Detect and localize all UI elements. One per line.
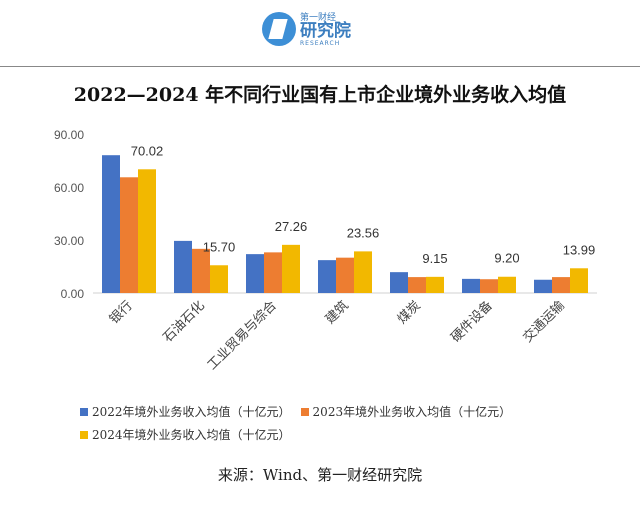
bar (174, 240, 192, 293)
x-tick-label: 石油石化 (160, 298, 207, 345)
legend-label: 2022年境外业务收入均值（十亿元） (92, 405, 291, 419)
data-label: 70.02 (131, 143, 164, 158)
bar (102, 155, 120, 293)
chart-title: 2022—2024 年不同行业国有上市企业境外业务收入均值 (73, 84, 567, 106)
data-label: 9.20 (494, 251, 519, 266)
x-tick-label: 建筑 (322, 298, 352, 328)
bar (192, 248, 210, 293)
bar (570, 268, 588, 293)
logo: 第一财经 研究院 RESEARCH (262, 10, 351, 47)
y-tick-label: 30.00 (54, 234, 84, 248)
data-label: 9.15 (422, 251, 447, 266)
bar (426, 276, 444, 293)
logo-line1: 第一财经 (300, 13, 337, 23)
bar (264, 252, 282, 293)
legend-label: 2023年境外业务收入均值（十亿元） (312, 405, 512, 419)
x-tick-label: 工业贸易与综合 (205, 298, 280, 373)
bar-chart: 0.00 30.00 60.00 90.00 70.02 银行 15.70 石油石化 27.26… (54, 128, 597, 373)
data-label: 27.26 (275, 219, 308, 234)
legend-swatch (80, 430, 88, 439)
bar (138, 169, 156, 293)
y-tick-label: 90.00 (54, 128, 84, 142)
y-tick-label: 0.00 (61, 287, 85, 301)
bar (408, 277, 426, 293)
x-tick-label: 硬件设备 (448, 298, 496, 346)
bar (498, 276, 516, 293)
legend-item: 2022年境外业务收入均值（十亿元） (80, 403, 291, 420)
data-label: 13.99 (563, 242, 596, 257)
legend-swatch (300, 407, 309, 416)
legend-label: 2024年境外业务收入均值（十亿元） (92, 428, 291, 442)
bar (282, 244, 300, 293)
bar (246, 254, 264, 293)
bar (120, 177, 138, 293)
data-label: 23.56 (347, 225, 380, 240)
divider (0, 66, 640, 67)
bar (390, 272, 408, 293)
legend-swatch (80, 407, 88, 416)
legend-item: 2024年境外业务收入均值（十亿元） (80, 426, 291, 443)
legend: 2022年境外业务收入均值（十亿元） 2023年境外业务收入均值（十亿元） 2024… (80, 403, 600, 449)
bar (462, 278, 480, 293)
x-tick-label: 交通运输 (520, 298, 568, 346)
bar (480, 279, 498, 293)
bar (354, 251, 372, 293)
y-tick-label: 60.00 (54, 181, 84, 195)
x-tick-label: 煤炭 (395, 298, 424, 327)
logo-line3: RESEARCH (300, 40, 341, 47)
data-label: 15.70 (203, 239, 236, 254)
bar (318, 260, 336, 293)
bar (534, 279, 552, 293)
bar (210, 265, 228, 293)
x-tick-label: 银行 (107, 298, 136, 327)
bar (336, 257, 354, 293)
source-note: 来源：Wind、第一财经研究院 (217, 466, 423, 484)
logo-icon (262, 11, 296, 46)
legend-item: 2023年境外业务收入均值（十亿元） (300, 403, 512, 420)
bar (552, 277, 570, 293)
logo-line2: 研究院 (300, 21, 351, 41)
